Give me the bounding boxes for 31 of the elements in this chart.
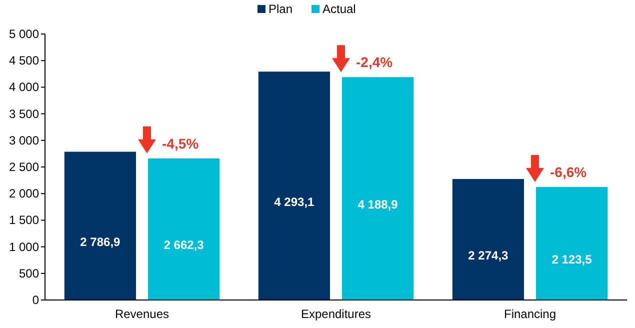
- y-tick-label: 5 000: [8, 27, 40, 41]
- data-label: 2 662,3: [164, 238, 204, 252]
- y-tick-label: 1 500: [8, 213, 40, 228]
- y-tick-label: 2 000: [8, 186, 40, 201]
- data-label: 2 274,3: [468, 248, 509, 263]
- data-label: 4 188,9: [358, 198, 398, 212]
- y-tick-label: 2 500: [8, 160, 40, 174]
- y-tick-label: 1 000: [8, 240, 40, 254]
- y-tick-label: 4 500: [8, 54, 40, 68]
- data-label: 2 786,9: [80, 234, 121, 249]
- legend-label: Actual: [322, 2, 356, 16]
- bar: [64, 152, 136, 300]
- x-tick-label: Revenues: [114, 307, 170, 321]
- bar: [342, 77, 414, 300]
- bar: [536, 187, 608, 300]
- legend-label: Plan: [268, 2, 293, 16]
- annotation: -2,4%: [356, 54, 394, 70]
- bar: [148, 158, 220, 300]
- x-tick-label: Expenditures: [300, 307, 372, 321]
- annotation: -6,6%: [550, 164, 588, 180]
- y-tick-label: 0: [32, 293, 40, 307]
- bar: [452, 179, 524, 300]
- y-tick-label: 3 500: [8, 106, 40, 121]
- x-tick-label: Financing: [504, 307, 556, 321]
- data-label: 2 123,5: [552, 252, 592, 267]
- y-tick-label: 500: [18, 266, 40, 280]
- bar: [258, 72, 330, 300]
- y-tick-label: 3 000: [8, 133, 40, 148]
- y-tick-label: 4 000: [8, 80, 40, 94]
- data-label: 4 293,1: [274, 194, 315, 209]
- annotation: -4,5%: [162, 135, 200, 152]
